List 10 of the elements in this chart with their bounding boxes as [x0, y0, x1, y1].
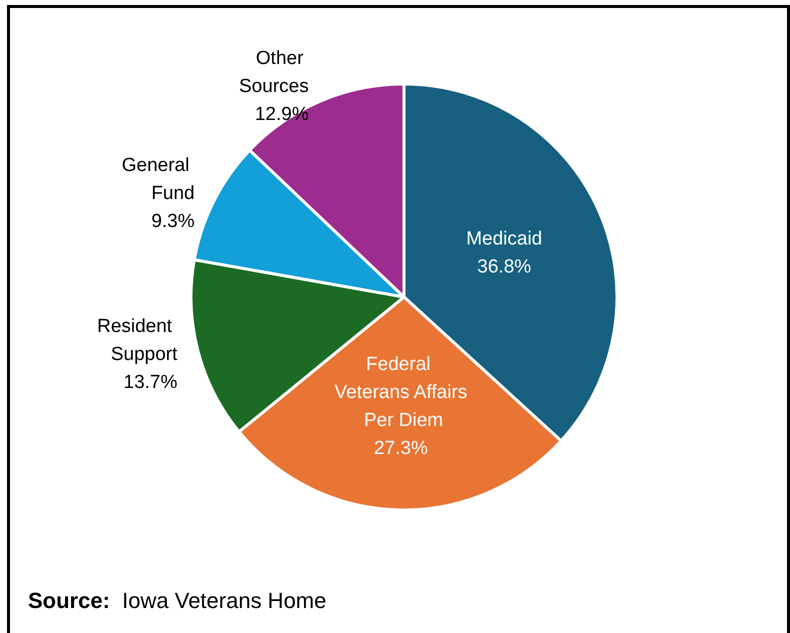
- slice-label: Medicaid: [466, 228, 542, 250]
- slice-label: Other Sources: [239, 48, 309, 98]
- data-label: 9.3%: [151, 211, 195, 232]
- source-note: Source: Iowa Veterans Home: [28, 588, 326, 614]
- slice-label: Federal Veterans Affairs Per Diem: [334, 354, 468, 431]
- data-label: 27.3%: [374, 438, 428, 459]
- slice-label: General Fund: [122, 155, 195, 204]
- data-label: 36.8%: [477, 256, 532, 278]
- slice-label: Resident Support: [97, 316, 178, 366]
- data-label: 13.7%: [124, 372, 178, 394]
